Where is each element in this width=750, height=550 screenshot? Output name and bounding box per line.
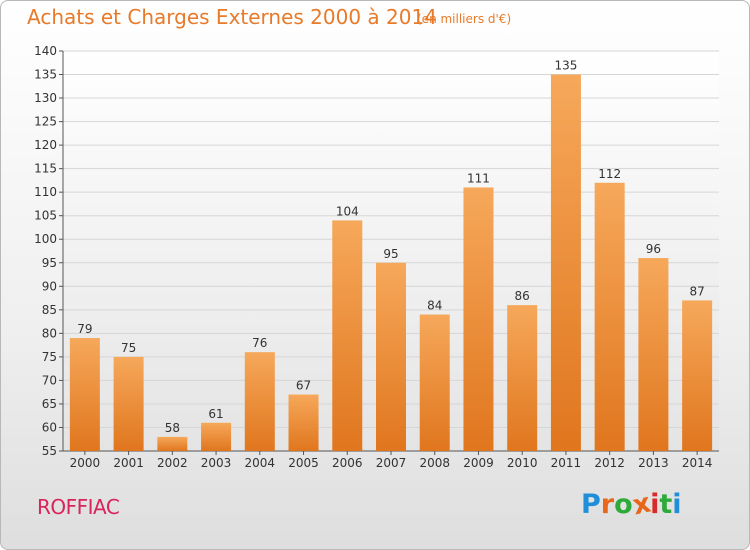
- bar-2010: [507, 305, 538, 451]
- y-tick-label: 140: [34, 44, 57, 58]
- bar-2004: [244, 352, 275, 451]
- data-label-2001: 75: [121, 341, 136, 355]
- x-tick-label-2007: 2007: [376, 456, 407, 470]
- logo-letter: P: [581, 489, 601, 520]
- data-label-2005: 67: [296, 379, 311, 393]
- data-label-2004: 76: [252, 336, 267, 350]
- y-tick-label: 110: [34, 185, 57, 199]
- data-label-2012: 112: [598, 167, 621, 181]
- x-tick-label-2008: 2008: [419, 456, 450, 470]
- x-tick-label-2005: 2005: [288, 456, 319, 470]
- logo-letter: t: [659, 489, 673, 520]
- y-tick-label: 70: [42, 373, 57, 387]
- x-tick-label-2001: 2001: [113, 456, 144, 470]
- bar-2014: [682, 300, 713, 451]
- y-tick-label: 75: [42, 350, 57, 364]
- bar-2005: [288, 394, 319, 451]
- bar-2007: [376, 262, 406, 451]
- data-label-2006: 104: [336, 204, 359, 218]
- bar-2001: [113, 356, 144, 451]
- y-tick-label: 130: [34, 91, 57, 105]
- y-tick-label: 125: [34, 115, 57, 129]
- y-tick-label: 90: [42, 279, 57, 293]
- y-tick-label: 85: [42, 303, 57, 317]
- y-tick-label: 60: [42, 420, 57, 434]
- y-tick-label: 105: [34, 209, 57, 223]
- x-tick-label-2003: 2003: [201, 456, 232, 470]
- x-tick-label-2004: 2004: [245, 456, 276, 470]
- y-tick-label: 55: [42, 444, 57, 458]
- bar-2012: [594, 182, 625, 451]
- x-tick-label-2012: 2012: [594, 456, 625, 470]
- bar-2003: [201, 422, 232, 451]
- bar-2000: [69, 338, 100, 451]
- chart-subtitle: (en milliers d'€): [417, 12, 512, 26]
- logo-letter: i: [650, 489, 660, 520]
- town-name: ROFFIAC: [37, 495, 120, 519]
- x-tick-label-2006: 2006: [332, 456, 363, 470]
- data-label-2003: 61: [208, 407, 223, 421]
- y-tick-label: 95: [42, 256, 57, 270]
- y-tick-label: 100: [34, 232, 57, 246]
- x-tick-label-2013: 2013: [638, 456, 669, 470]
- data-label-2013: 96: [646, 242, 661, 256]
- x-tick-label-2014: 2014: [682, 456, 713, 470]
- data-label-2014: 87: [689, 284, 704, 298]
- data-label-2002: 58: [165, 421, 180, 435]
- data-label-2011: 135: [554, 59, 577, 73]
- y-tick-label: 135: [34, 68, 57, 82]
- chart-title: Achats et Charges Externes 2000 à 2014: [27, 5, 437, 29]
- x-tick-label-2011: 2011: [551, 456, 582, 470]
- x-tick-label-2002: 2002: [157, 456, 188, 470]
- y-tick-label: 65: [42, 397, 57, 411]
- proxiti-logo[interactable]: Proxiti: [581, 488, 682, 522]
- bar-2002: [157, 436, 188, 451]
- data-label-2009: 111: [467, 171, 490, 185]
- x-tick-label-2009: 2009: [463, 456, 494, 470]
- y-tick-label: 120: [34, 138, 57, 152]
- bar-2013: [638, 258, 669, 451]
- x-tick-label-2000: 2000: [70, 456, 101, 470]
- y-tick-label: 80: [42, 326, 57, 340]
- bar-2011: [550, 74, 581, 451]
- data-label-2008: 84: [427, 299, 442, 313]
- data-label-2000: 79: [77, 322, 92, 336]
- data-label-2007: 95: [383, 247, 398, 261]
- bar-2006: [332, 220, 363, 451]
- logo-letter: i: [672, 489, 682, 520]
- data-label-2010: 86: [515, 289, 530, 303]
- bar-2008: [419, 314, 450, 451]
- logo-letter: r: [600, 489, 615, 520]
- y-tick-label: 115: [34, 162, 57, 176]
- bar-2009: [463, 187, 494, 451]
- logo-letter: o: [614, 489, 633, 520]
- x-tick-label-2010: 2010: [507, 456, 538, 470]
